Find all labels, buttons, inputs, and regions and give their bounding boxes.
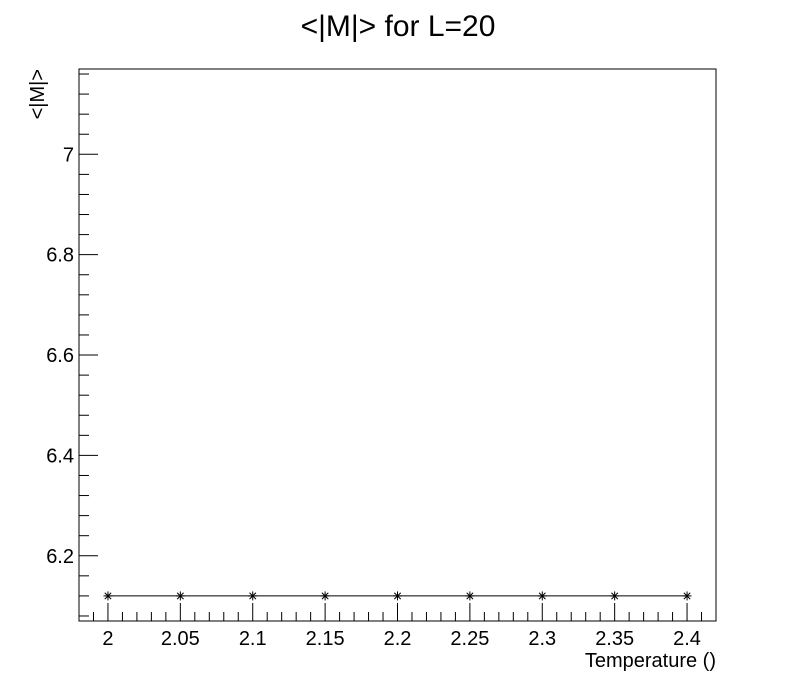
x-tick-label: 2.05: [161, 628, 200, 650]
x-axis-label: Temperature (): [585, 650, 716, 672]
data-point-marker: [248, 591, 258, 601]
x-tick-label: 2.1: [239, 628, 267, 650]
y-tick-label: 7: [63, 144, 74, 166]
data-point-marker: [682, 591, 692, 601]
x-tick-label: 2.4: [673, 628, 701, 650]
data-point-marker: [393, 591, 402, 601]
data-point-marker: [537, 591, 547, 601]
y-tick-label: 6.8: [46, 245, 74, 267]
x-tick-label: 2.3: [528, 628, 556, 650]
x-tick-label: 2.35: [595, 628, 634, 650]
chart-title: <|M|> for L=20: [301, 10, 496, 43]
data-point-marker: [103, 591, 113, 601]
x-tick-label: 2.15: [306, 628, 345, 650]
y-axis-label: <|M|>: [27, 69, 49, 119]
y-tick-label: 6.6: [46, 345, 74, 367]
data-point-marker: [610, 591, 620, 601]
data-point-marker: [465, 591, 475, 601]
data-point-marker: [320, 591, 330, 601]
x-tick-label: 2.25: [450, 628, 489, 650]
y-axis-ticks: [79, 73, 98, 617]
y-tick-label: 6.4: [46, 445, 74, 467]
x-tick-label: 2: [102, 628, 113, 650]
y-tick-label: 6.2: [46, 546, 74, 568]
series-markers: [103, 591, 692, 601]
y-axis-tick-labels: 6.2 6.4 6.6 6.8 7: [46, 144, 74, 567]
x-axis-tick-labels: 2 2.05 2.1 2.15 2.2 2.25 2.3 2.35 2.4: [102, 628, 701, 650]
data-point-marker: [175, 591, 185, 601]
x-tick-label: 2.2: [384, 628, 412, 650]
x-axis-ticks: [78, 603, 717, 621]
